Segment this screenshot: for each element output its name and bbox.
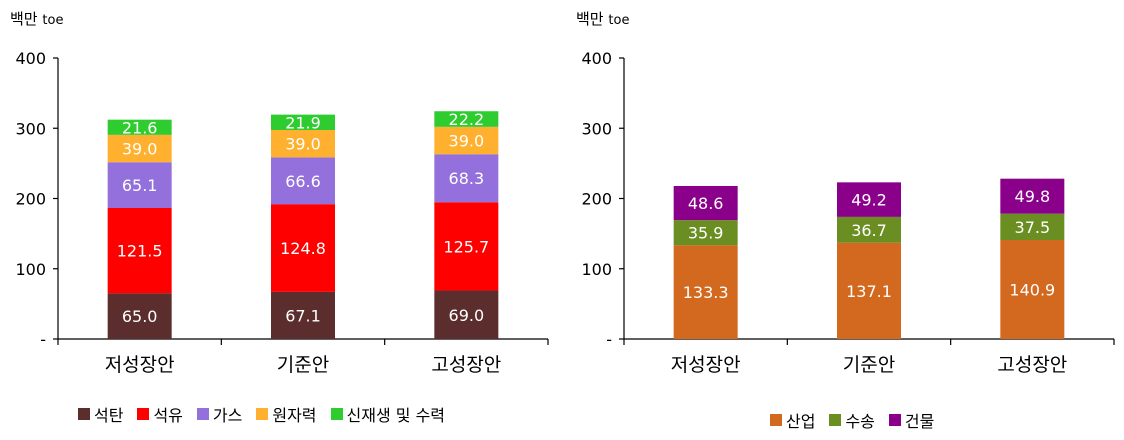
x-tick-label: 저성장안 (105, 354, 175, 376)
data-label: 137.1 (846, 282, 892, 301)
data-label: 66.6 (285, 172, 321, 191)
data-label: 21.6 (122, 118, 158, 137)
legend-swatch (137, 408, 150, 420)
bar-segment (434, 126, 499, 155)
bar-segment (434, 202, 499, 291)
data-label: 48.6 (688, 194, 724, 213)
bar-segment (434, 111, 499, 127)
data-label: 37.5 (1015, 218, 1051, 237)
data-label: 39.0 (285, 135, 321, 154)
legend-item: 석유 (137, 402, 183, 426)
data-label: 67.1 (285, 306, 321, 325)
bar-segment (1000, 240, 1065, 339)
unit-label: 백만 toe (576, 10, 630, 28)
legend-item: 석탄 (78, 402, 123, 426)
legend-label: 원자력 (272, 406, 317, 425)
legend-item: 원자력 (256, 402, 317, 426)
data-label: 35.9 (688, 224, 724, 243)
legend-swatch (829, 414, 842, 426)
legend-label: 신재생 및 수력 (346, 406, 446, 425)
legend-item: 산업 (770, 408, 815, 432)
y-tick-label: 100 (15, 260, 46, 279)
chart-primary-energy: 백만 toe - 100 200 300 400 65.0 121.5 65.1 39.0 21.… (0, 0, 560, 440)
y-tick-label: 100 (581, 260, 612, 279)
bar-segment (107, 207, 172, 294)
x-tick-label: 기준안 (277, 354, 329, 376)
bar-segment (673, 185, 738, 221)
bar-segment (271, 130, 335, 158)
bar-segment (837, 242, 901, 339)
data-label: 140.9 (1009, 281, 1055, 300)
legend-swatch (256, 408, 269, 420)
legend-label: 가스 (212, 406, 243, 425)
data-label: 121.5 (117, 242, 163, 261)
plot-area: - 100 200 300 400 133.3 35.9 48.6 저성장안 137.1 36.7 4… (581, 49, 1115, 376)
legend-label: 석유 (153, 406, 183, 425)
legend-item: 건물 (888, 408, 935, 432)
data-label: 68.3 (449, 169, 485, 188)
bar-segment (1000, 213, 1065, 241)
bar-segment (1000, 178, 1065, 214)
legend-swatch (330, 408, 343, 420)
x-tick-label: 고성장안 (997, 354, 1067, 376)
legend-swatch (196, 408, 209, 420)
bar-segment (434, 290, 499, 339)
legend-label: 산업 (786, 412, 816, 431)
y-tick-label: 300 (15, 119, 46, 138)
data-label: 39.0 (449, 132, 485, 151)
x-tick-label: 기준안 (843, 354, 895, 376)
legend-item: 수송 (829, 408, 875, 432)
y-tick-label: - (40, 330, 46, 349)
y-tick-label: 300 (581, 119, 612, 138)
bar-segment (271, 291, 335, 339)
legend-label: 건물 (904, 412, 935, 431)
bar-segment (107, 162, 172, 208)
data-label: 49.2 (851, 191, 887, 210)
bar-segment (107, 293, 172, 339)
bar-segment (673, 245, 738, 339)
x-tick-label: 고성장안 (431, 354, 501, 376)
data-label: 65.0 (122, 307, 158, 326)
y-tick-label: 400 (581, 49, 612, 68)
y-tick-label: 400 (15, 49, 46, 68)
plot-area: - 100 200 300 400 65.0 121.5 65.1 39.0 21.6 저성장안 67… (15, 49, 549, 376)
data-label: 22.2 (449, 110, 485, 129)
legend-swatch (888, 414, 901, 426)
unit-label: 백만 toe (10, 10, 64, 28)
bar-segment (271, 204, 335, 292)
legend: 석탄 석유 가스 원자력 신재생 및 수력 (78, 402, 445, 426)
x-tick-label: 저성장안 (671, 354, 741, 376)
bar-segment (271, 114, 335, 131)
legend-swatch (770, 414, 782, 426)
data-label: 36.7 (851, 221, 887, 240)
data-label: 69.0 (449, 306, 485, 325)
data-label: 65.1 (122, 176, 158, 195)
data-label: 21.9 (285, 113, 321, 132)
legend-label: 석탄 (94, 406, 124, 425)
y-tick-label: - (606, 330, 612, 349)
bar-segment (434, 154, 499, 203)
legend-item: 가스 (196, 402, 243, 426)
legend-swatch (78, 408, 90, 420)
bar-segment (107, 119, 172, 135)
bar-segment (837, 216, 901, 243)
bar-segment (837, 182, 901, 217)
data-label: 133.3 (683, 283, 729, 302)
legend-item: 신재생 및 수력 (330, 402, 446, 426)
bar-segment (271, 157, 335, 205)
data-label: 39.0 (122, 140, 158, 159)
legend: 산업 수송 건물 (770, 408, 934, 432)
bar-segment (107, 134, 172, 163)
data-label: 125.7 (443, 237, 489, 256)
bar-segment (673, 220, 738, 246)
y-tick-label: 200 (15, 190, 46, 209)
data-label: 124.8 (280, 239, 326, 258)
chart-final-energy: 백만 toe - 100 200 300 400 133.3 35.9 48.6 저성장안 137… (560, 0, 1124, 440)
y-tick-label: 200 (581, 190, 612, 209)
data-label: 49.8 (1015, 187, 1051, 206)
legend-label: 수송 (845, 412, 875, 431)
